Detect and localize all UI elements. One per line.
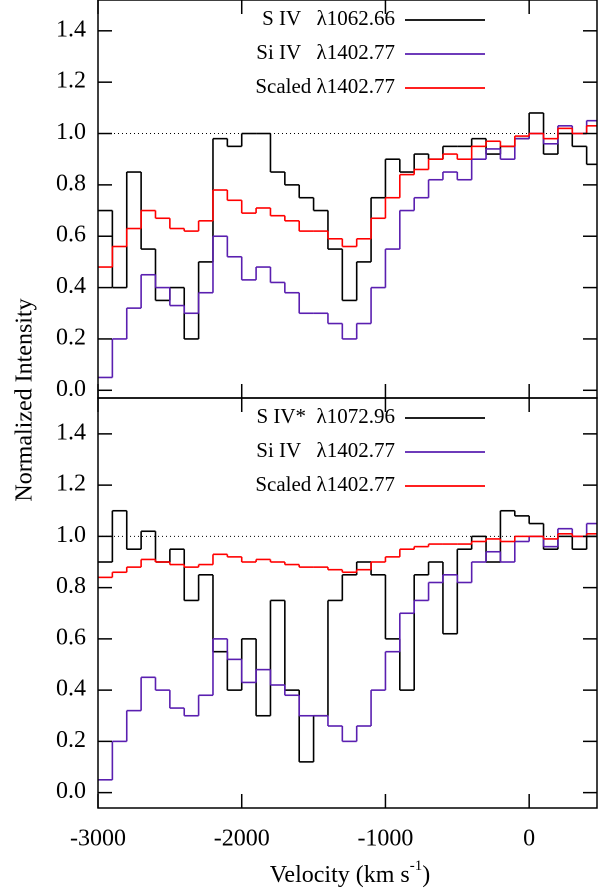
- y-tick-label: 0.6: [56, 222, 86, 248]
- legend-label: Si IV λ1402.77: [256, 40, 395, 64]
- x-axis-label-part: Velocity (km s: [270, 862, 410, 888]
- legend-label: Scaled λ1402.77: [255, 74, 395, 98]
- y-tick-label: 0.0: [56, 376, 86, 402]
- legend-label: S IV λ1062.66: [262, 6, 395, 30]
- y-tick-label: 0.2: [56, 324, 86, 350]
- y-tick-label: 1.4: [56, 16, 86, 42]
- x-tick-label: 0: [523, 826, 535, 852]
- y-tick-label: 0.4: [56, 273, 86, 299]
- y-tick-label: 0.4: [56, 676, 86, 702]
- y-tick-label: 0.8: [56, 170, 86, 196]
- x-axis-label: Velocity (km s-1): [270, 858, 430, 887]
- y-tick-label: 0.2: [56, 727, 86, 753]
- y-tick-label: 1.0: [56, 119, 86, 145]
- y-tick-label: 1.0: [56, 522, 86, 548]
- y-tick-label: 1.2: [56, 68, 86, 94]
- y-tick-label: 1.4: [56, 419, 86, 445]
- legend-label: Scaled λ1402.77: [255, 472, 395, 496]
- x-tick-label: -3000: [70, 826, 126, 852]
- x-axis-label-part: -1: [410, 858, 423, 874]
- plot-area: [98, 112, 597, 379]
- x-tick-label: -2000: [214, 826, 270, 852]
- panel-frame: [97, 397, 598, 809]
- plot-area: [98, 509, 597, 781]
- y-axis-label: Normalized Intensity: [12, 298, 38, 501]
- y-tick-label: 0.8: [56, 573, 86, 599]
- legend-label: Si IV λ1402.77: [256, 438, 395, 462]
- x-tick-label: -1000: [357, 826, 413, 852]
- y-tick-label: 0.6: [56, 624, 86, 650]
- legend-label: S IV* λ1072.96: [256, 404, 395, 428]
- y-tick-label: 1.2: [56, 471, 86, 497]
- x-axis-label-part: ): [422, 862, 430, 888]
- step-riser: [111, 112, 588, 339]
- y-tick-label: 0.0: [56, 778, 86, 804]
- step-riser: [111, 125, 588, 268]
- step-riser: [111, 533, 588, 578]
- step-riser: [111, 510, 588, 762]
